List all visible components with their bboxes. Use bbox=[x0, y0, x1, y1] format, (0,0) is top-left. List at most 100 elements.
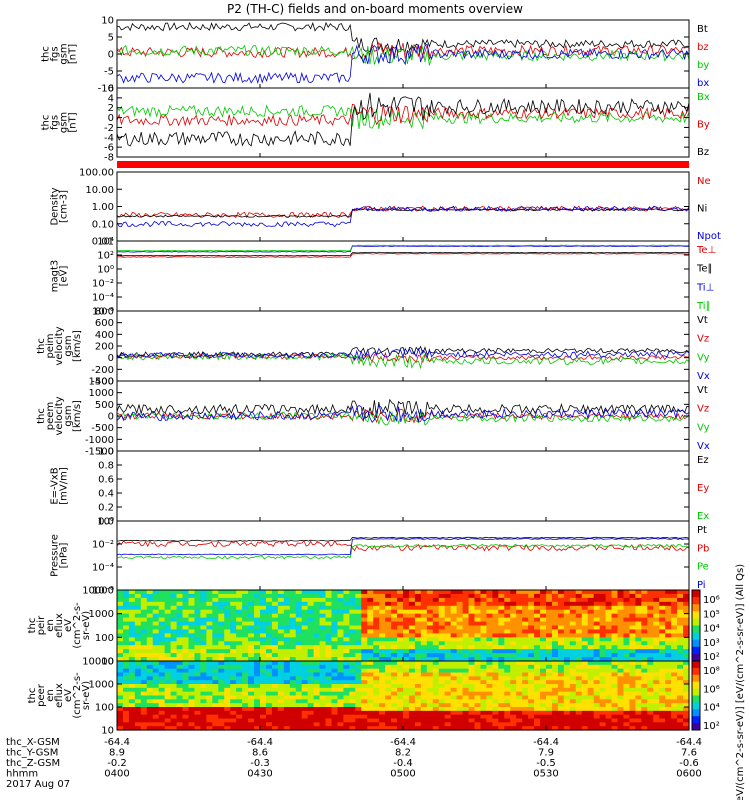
spectrogram-cell bbox=[408, 680, 416, 685]
spectrogram-cell bbox=[319, 605, 327, 611]
spectrogram-cell bbox=[254, 590, 261, 595]
spectrogram-cell bbox=[540, 668, 547, 674]
spectrogram-cell bbox=[599, 597, 607, 603]
spectrogram-cell bbox=[325, 641, 333, 646]
spectrogram-cell bbox=[641, 657, 648, 662]
spectrogram-cell bbox=[164, 625, 172, 631]
spectrogram-cell bbox=[462, 649, 470, 654]
y-tick-label: -200 bbox=[91, 365, 114, 376]
spectrogram-cell bbox=[623, 649, 631, 654]
spectrogram-cell bbox=[212, 707, 219, 712]
spectrogram-cell bbox=[289, 707, 297, 712]
spectrogram-cell bbox=[128, 661, 136, 666]
spectrogram-cell bbox=[242, 613, 249, 619]
spectrogram-cell bbox=[611, 625, 619, 631]
spectrogram-cell bbox=[438, 691, 446, 697]
spectrogram-cell bbox=[510, 684, 517, 689]
spectrogram-cell bbox=[504, 625, 511, 631]
spectrogram-cell bbox=[534, 593, 541, 599]
spectrogram-cell bbox=[659, 699, 666, 704]
spectrogram-cell bbox=[635, 609, 642, 615]
spectrogram-cell bbox=[319, 637, 327, 642]
spectrogram-cell bbox=[534, 722, 541, 727]
spectrogram-cell bbox=[444, 664, 452, 670]
spectrogram-cell bbox=[426, 684, 434, 689]
spectrogram-cell bbox=[307, 601, 315, 607]
spectrogram-cell bbox=[683, 645, 690, 650]
spectrogram-cell bbox=[337, 633, 345, 638]
spectrogram-cell bbox=[146, 653, 154, 658]
spectrogram-cell bbox=[146, 714, 154, 720]
spectrogram-cell bbox=[343, 691, 350, 697]
spectrogram-cell bbox=[683, 625, 690, 631]
spectrogram-cell bbox=[492, 714, 499, 720]
spectrogram-cell bbox=[468, 653, 476, 658]
panel-peir-eflux: 10000100010010thcpeirenefluxeV(cm^2-s-sr… bbox=[27, 586, 690, 668]
y-axis-label: [nT] bbox=[68, 44, 79, 64]
spectrogram-cell bbox=[146, 661, 154, 666]
spectrogram-cell bbox=[218, 609, 225, 615]
spectrogram-cell bbox=[248, 621, 255, 627]
spectrogram-cell bbox=[188, 687, 196, 693]
spectrogram-cell bbox=[623, 707, 631, 712]
spectrogram-cell bbox=[635, 605, 642, 611]
spectrogram-cell bbox=[599, 710, 607, 716]
spectrogram-cell bbox=[492, 668, 499, 674]
spectrogram-cell bbox=[671, 633, 678, 638]
spectrogram-cell bbox=[343, 680, 350, 685]
spectrogram-cell bbox=[575, 629, 583, 634]
spectrogram-cell bbox=[331, 657, 339, 662]
spectrogram-cell bbox=[551, 672, 559, 677]
spectrogram-cell bbox=[635, 629, 642, 634]
spectrogram-cell bbox=[265, 661, 273, 666]
spectrogram-cell bbox=[117, 629, 124, 634]
spectrogram-cell bbox=[295, 703, 303, 708]
spectrogram-cell bbox=[361, 703, 368, 708]
spectrogram-cell bbox=[188, 722, 196, 727]
spectrogram-cell bbox=[134, 637, 142, 642]
spectrogram-cell bbox=[492, 617, 499, 623]
spectrogram-cell bbox=[504, 621, 511, 627]
spectrogram-cell bbox=[373, 691, 380, 697]
spectrogram-cell bbox=[599, 613, 607, 619]
spectrogram-cell bbox=[117, 718, 124, 723]
spectrogram-cell bbox=[289, 668, 297, 674]
spectrogram-cell bbox=[152, 714, 160, 720]
spectrogram-cell bbox=[146, 613, 154, 619]
spectrogram-cell bbox=[575, 637, 583, 642]
spectrogram-cell bbox=[605, 605, 613, 611]
spectrogram-cell bbox=[206, 710, 213, 716]
spectrogram-cell bbox=[224, 617, 231, 623]
legend-entry: Vz bbox=[697, 404, 709, 415]
spectrogram-cell bbox=[629, 590, 636, 595]
spectrogram-cell bbox=[522, 695, 529, 700]
y-axis-label: fgs bbox=[50, 115, 61, 130]
spectrogram-cell bbox=[492, 687, 499, 693]
spectrogram-cell bbox=[373, 601, 380, 607]
y-axis-label: thc bbox=[36, 408, 47, 424]
spectrogram-cell bbox=[575, 601, 583, 607]
spectrogram-cell bbox=[361, 617, 368, 623]
spectrogram-cell bbox=[528, 672, 535, 677]
spectrogram-cell bbox=[557, 641, 565, 646]
spectrogram-cell bbox=[295, 625, 303, 631]
spectrogram-cell bbox=[444, 699, 452, 704]
spectrogram-cell bbox=[468, 661, 476, 666]
spectrogram-cell bbox=[152, 601, 160, 607]
spectrogram-cell bbox=[200, 714, 207, 720]
spectrogram-cell bbox=[665, 629, 672, 634]
spectrogram-cell bbox=[230, 718, 237, 723]
y-axis-label: [nPa] bbox=[59, 542, 70, 568]
spectrogram-cell bbox=[349, 613, 356, 619]
spectrogram-cell bbox=[653, 710, 660, 716]
bottom-row-value: -0.5 bbox=[536, 758, 556, 769]
spectrogram-cell bbox=[313, 621, 321, 627]
spectrogram-cell bbox=[408, 617, 416, 623]
spectrogram-cell bbox=[200, 633, 207, 638]
spectrogram-cell bbox=[510, 718, 517, 723]
spectrogram-cell bbox=[158, 664, 166, 670]
spectrogram-cell bbox=[134, 722, 142, 727]
spectrogram-cell bbox=[242, 726, 249, 731]
spectrogram-cell bbox=[367, 695, 374, 700]
legend-entry: Vx bbox=[697, 371, 710, 382]
